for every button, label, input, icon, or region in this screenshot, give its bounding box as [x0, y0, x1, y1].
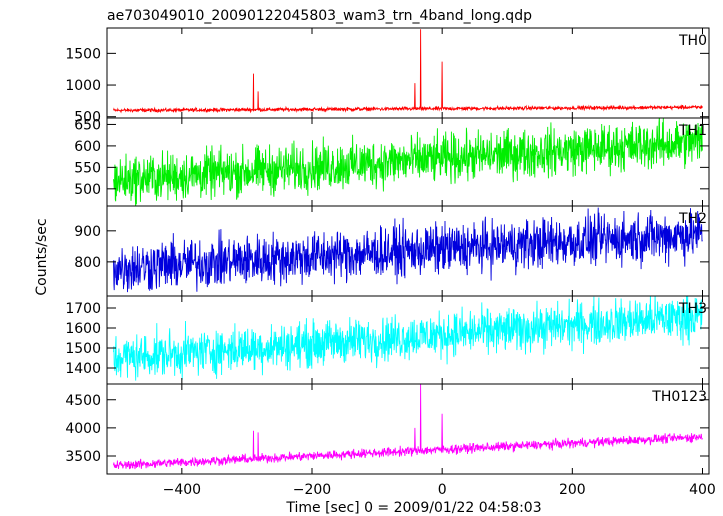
x-tick-label: 0 — [438, 482, 447, 498]
panel-th2: 800 900 TH2 — [74, 205, 710, 297]
series-line-th0 — [113, 29, 703, 114]
y-tick-label: 600 — [74, 139, 101, 155]
y-tick-label: 1700 — [65, 301, 101, 317]
panel-frame — [106, 383, 710, 475]
x-axis-label: Time [sec] 0 = 2009/01/22 04:58:03 — [285, 500, 541, 516]
y-tick-label: 500 — [74, 182, 101, 198]
panel-th0123: 3500 4000 4500 TH0123 — [65, 383, 710, 475]
series-line-th0123 — [113, 384, 703, 470]
x-tick-label: −400 — [163, 482, 201, 498]
panel-th3: 1400 1500 1600 1700 TH3 — [65, 295, 710, 385]
x-tick-label: −200 — [293, 482, 331, 498]
panel-label-th3: TH3 — [678, 301, 707, 317]
y-tick-label: 1500 — [65, 341, 101, 357]
y-tick-label: 1500 — [65, 46, 101, 62]
chart-title: ae703049010_20090122045803_wam3_trn_4ban… — [107, 8, 532, 24]
y-axis-label: Counts/sec — [34, 218, 50, 295]
series-line-th1 — [113, 118, 703, 206]
series-line-th3 — [113, 296, 703, 381]
panel-label-th0123: TH0123 — [651, 389, 707, 405]
x-tick-label: 400 — [689, 482, 716, 498]
y-tick-label: 800 — [74, 255, 101, 271]
panel-th0: 500 1000 1500 TH0 — [65, 27, 710, 126]
y-tick-label: 900 — [74, 224, 101, 240]
y-tick-label: 3500 — [65, 449, 101, 465]
y-tick-label: 4000 — [65, 421, 101, 437]
y-tick-label: 1600 — [65, 321, 101, 337]
x-axis: −400 −200 0 200 400 — [163, 482, 716, 498]
panel-label-th0: TH0 — [678, 33, 707, 49]
panel-label-th2: TH2 — [678, 211, 707, 227]
y-tick-label: 1400 — [65, 361, 101, 377]
x-tick-label: 200 — [559, 482, 586, 498]
panel-frame — [106, 27, 710, 119]
y-tick-label: 1000 — [65, 78, 101, 94]
y-tick-label: 650 — [74, 117, 101, 133]
series-line-th2 — [113, 207, 703, 293]
y-tick-label: 4500 — [65, 393, 101, 409]
y-tick-label: 550 — [74, 160, 101, 176]
panel-label-th1: TH1 — [678, 123, 707, 139]
y-tick-label: 500 — [74, 110, 101, 126]
panel-th1: 500 550 600 650 TH1 — [74, 117, 710, 207]
panels-group: 500 1000 1500 TH0 500 550 600 650 TH1 800 900 TH2 14… — [65, 27, 710, 475]
